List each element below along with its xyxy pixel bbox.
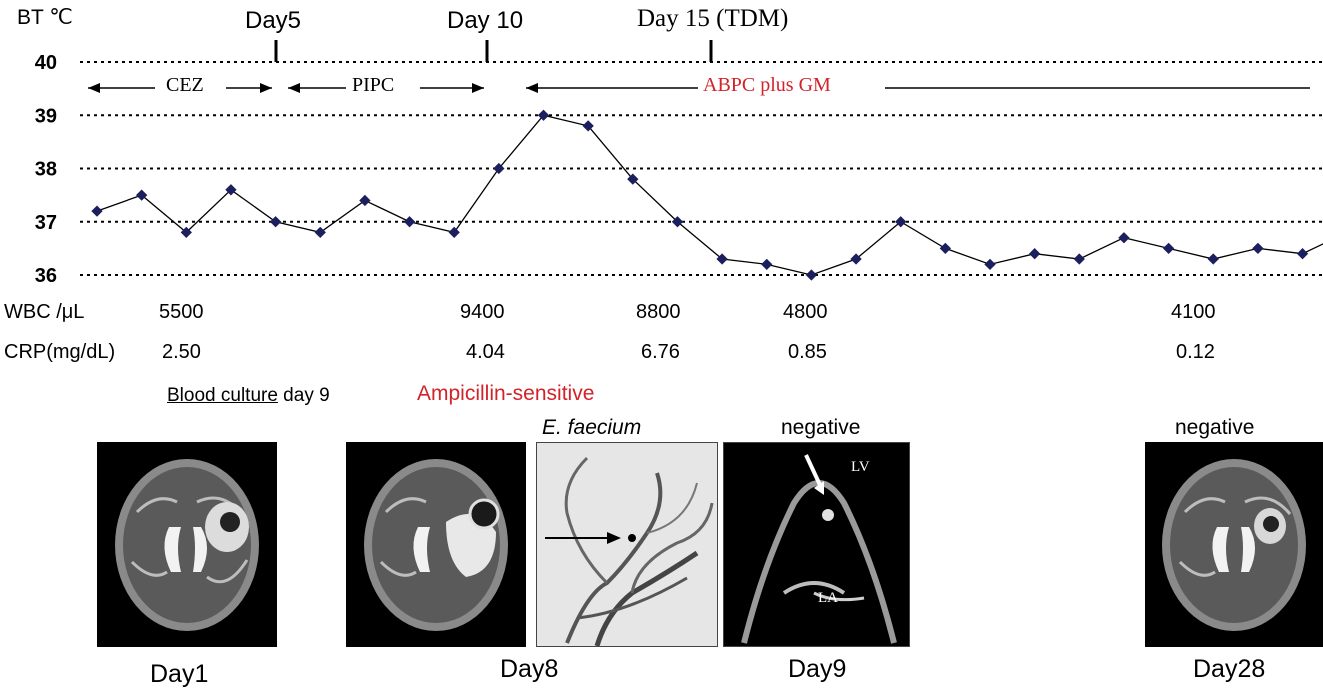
y-axis-ticks: 40 39 38 37 36 <box>35 52 57 287</box>
temperature-point <box>91 205 103 217</box>
echo-illustration <box>741 454 897 644</box>
temperature-point <box>1162 242 1175 255</box>
mri-day1-image <box>97 442 277 647</box>
temperature-point <box>1073 253 1085 265</box>
mri-day28-image <box>1145 442 1323 647</box>
temperature-point <box>1207 253 1219 265</box>
abpc-arrow-left-head <box>526 83 538 93</box>
temperature-chart: 40 39 38 37 36 <box>35 40 1323 287</box>
wbc-value: 5500 <box>159 301 204 323</box>
y-tick-label: 38 <box>35 159 57 181</box>
ampicillin-sensitive-label: Ampicillin-sensitive <box>417 382 595 405</box>
treatment-abpc-gm-label: ABPC plus GM <box>701 74 833 96</box>
temperature-point <box>939 242 952 255</box>
wbc-value: 4100 <box>1171 301 1216 323</box>
echocardiogram-image: LV LA <box>723 442 910 647</box>
temperature-line <box>96 114 1323 276</box>
temperature-point <box>269 216 282 228</box>
day1-caption: Day1 <box>150 660 209 688</box>
temperature-point <box>895 216 907 228</box>
temperature-series <box>91 109 1323 281</box>
negative-day9-label: negative <box>781 416 861 439</box>
treatment-pipc-label: PIPC <box>352 74 395 96</box>
temperature-point <box>135 189 148 201</box>
temperature-point <box>314 226 326 239</box>
pipc-arrow-left-head <box>288 83 300 93</box>
temperature-point <box>1296 248 1309 260</box>
angiogram-image <box>536 442 718 647</box>
blood-culture-day: day 9 <box>277 385 330 406</box>
y-tick-label: 36 <box>35 265 57 287</box>
wbc-value: 4800 <box>783 301 828 323</box>
wbc-value: 8800 <box>636 301 681 323</box>
temperature-point <box>403 216 416 228</box>
temperature-point <box>359 194 371 207</box>
brain-mri-illustration <box>364 459 508 631</box>
temperature-point <box>493 162 505 175</box>
temperature-point <box>225 184 237 196</box>
blood-culture-label: Blood culture day 9 <box>167 386 330 405</box>
temperature-point <box>850 253 862 265</box>
temperature-point <box>984 258 996 271</box>
pipc-arrow-right-head <box>472 83 484 93</box>
temperature-point <box>805 269 818 281</box>
brain-mri-illustration <box>115 459 259 631</box>
brain-mri-illustration <box>1162 459 1306 631</box>
temperature-point <box>180 226 192 239</box>
temperature-point <box>1252 242 1264 255</box>
temperature-point <box>716 253 728 265</box>
mri-day8-image <box>346 442 526 647</box>
day9-caption: Day9 <box>788 655 847 683</box>
crp-value: 0.12 <box>1176 341 1215 363</box>
day10-marker-label: Day 10 <box>447 7 524 34</box>
crp-value: 0.85 <box>788 341 827 363</box>
y-tick-label: 40 <box>35 52 57 74</box>
y-axis-label: BT ℃ <box>17 6 73 29</box>
organism-label: E. faecium <box>542 416 642 439</box>
day28-caption: Day28 <box>1193 655 1266 683</box>
wbc-row-label: WBC /μL <box>4 301 85 323</box>
y-tick-label: 39 <box>35 105 57 127</box>
temperature-point <box>671 216 684 228</box>
day15-marker-label: Day 15 (TDM) <box>637 5 789 32</box>
temperature-point <box>1028 248 1041 260</box>
crp-value: 4.04 <box>466 341 505 363</box>
blood-culture-underlined: Blood culture <box>167 385 278 406</box>
temperature-point <box>1118 232 1130 244</box>
crp-row-label: CRP(mg/dL) <box>4 341 116 363</box>
crp-value: 2.50 <box>162 341 201 363</box>
negative-day28-label: negative <box>1175 416 1255 439</box>
temperature-point <box>448 226 460 239</box>
temperature-point <box>761 258 773 271</box>
cez-arrow-left-head <box>88 83 100 93</box>
crp-value: 6.76 <box>641 341 680 363</box>
treatment-arrows <box>88 83 1310 93</box>
angiogram-vessels-illustration <box>545 456 714 646</box>
wbc-value: 9400 <box>460 301 505 323</box>
day8-caption: Day8 <box>500 655 559 683</box>
day5-marker-label: Day5 <box>245 7 302 34</box>
echo-la-label: LA <box>818 590 838 606</box>
day-markers <box>274 40 713 62</box>
treatment-cez-label: CEZ <box>166 74 204 96</box>
echo-lv-label: LV <box>851 459 870 475</box>
cez-arrow-right-head <box>260 83 272 93</box>
temperature-point <box>627 173 639 185</box>
y-tick-label: 37 <box>35 212 57 234</box>
